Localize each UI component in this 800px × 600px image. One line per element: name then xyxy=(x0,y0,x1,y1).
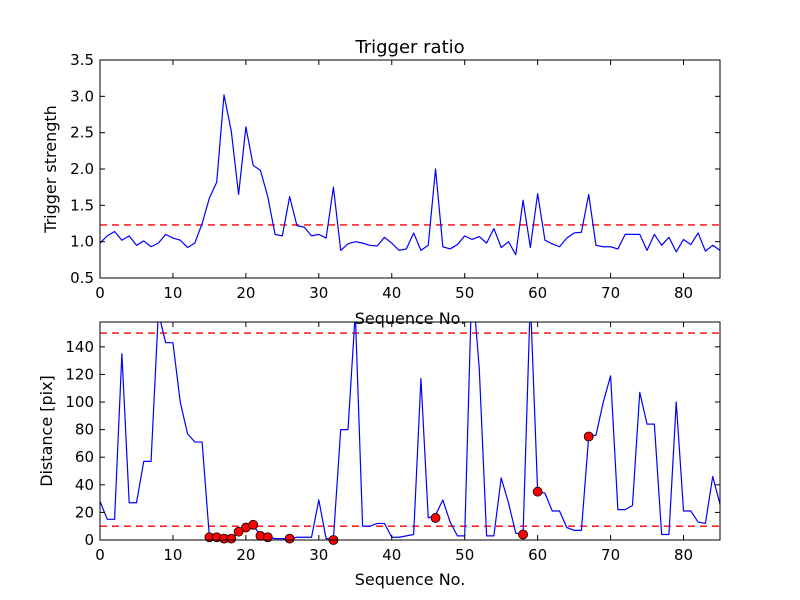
bottom-y-tick-label: 20 xyxy=(75,503,94,521)
bottom-y-tick-label: 120 xyxy=(65,365,94,383)
bottom-y-ticks: 0 20 40 60 80 100 120 140 xyxy=(65,338,720,549)
top-y-tick-label: 2.5 xyxy=(70,124,94,142)
bottom-series-line-0 xyxy=(100,322,720,540)
bottom-x-tick-label: 50 xyxy=(455,546,474,564)
bottom-x-tick-label: 10 xyxy=(163,546,182,564)
bottom-chart: 0 10 20 30 40 50 60 70 80 0 20 40 60 80 100 120 140 Seq… xyxy=(37,321,721,589)
bottom-y-tick-label: 140 xyxy=(65,338,94,356)
top-x-tick-label: 10 xyxy=(163,284,182,302)
top-y-tick-label: 1.5 xyxy=(70,196,94,214)
bottom-y-tick-label: 0 xyxy=(84,531,94,549)
bottom-x-tick-label: 30 xyxy=(309,546,328,564)
bottom-y-tick-label: 60 xyxy=(75,448,94,466)
bottom-marker-point xyxy=(583,431,594,442)
bottom-marker-point xyxy=(262,532,273,543)
bottom-y-tick-label: 100 xyxy=(65,393,94,411)
bottom-marker-point xyxy=(233,526,244,537)
bottom-marker-point xyxy=(284,533,295,544)
bottom-x-tick-label: 0 xyxy=(95,546,105,564)
bottom-marker-point xyxy=(248,519,259,530)
top-x-ticks: 0 10 20 30 40 50 60 70 80 xyxy=(95,60,693,302)
top-chart-title: Trigger ratio xyxy=(354,37,464,58)
bottom-reference-lines xyxy=(100,332,720,527)
bottom-x-tick-label: 60 xyxy=(528,546,547,564)
bottom-y-axis-label: Distance [pix] xyxy=(37,375,56,487)
bottom-y-tick-label: 80 xyxy=(75,421,94,439)
top-x-tick-label: 70 xyxy=(601,284,620,302)
bottom-x-tick-label: 80 xyxy=(674,546,693,564)
top-x-tick-label: 20 xyxy=(236,284,255,302)
top-series-lines xyxy=(100,94,720,256)
top-y-tick-label: 0.5 xyxy=(70,269,94,287)
top-y-tick-label: 2.0 xyxy=(70,160,94,178)
bottom-plot-frame xyxy=(99,321,721,541)
bottom-marker-point xyxy=(518,529,528,540)
top-y-tick-label: 1.0 xyxy=(70,233,94,251)
top-chart: Trigger ratio 0 10 20 30 40 50 60 70 80 0.5 1.0 1.… xyxy=(41,37,721,328)
bottom-marker-point xyxy=(226,533,237,544)
bottom-markers xyxy=(204,431,594,545)
top-x-tick-label: 0 xyxy=(95,284,105,302)
top-x-tick-label: 30 xyxy=(309,284,328,302)
top-x-tick-label: 50 xyxy=(455,284,474,302)
top-x-tick-label: 80 xyxy=(674,284,693,302)
top-series-line-0 xyxy=(100,94,720,256)
top-y-ticks: 0.5 1.0 1.5 2.0 2.5 3.0 3.5 xyxy=(70,51,720,287)
bottom-marker-point xyxy=(430,513,441,523)
bottom-series-lines xyxy=(100,322,720,540)
bottom-y-tick-label: 40 xyxy=(75,476,94,494)
top-y-tick-label: 3.5 xyxy=(70,51,94,69)
bottom-marker-point xyxy=(532,486,543,497)
top-x-axis-label: Sequence No. xyxy=(355,309,466,328)
bottom-x-tick-label: 70 xyxy=(601,546,620,564)
bottom-x-tick-label: 40 xyxy=(382,546,401,564)
top-plot-frame xyxy=(99,59,721,279)
bottom-x-axis-label: Sequence No. xyxy=(355,570,466,589)
top-y-tick-label: 3.0 xyxy=(70,87,94,105)
top-x-tick-label: 60 xyxy=(528,284,547,302)
bottom-x-ticks: 0 10 20 30 40 50 60 70 80 xyxy=(95,322,693,564)
bottom-x-tick-label: 20 xyxy=(236,546,255,564)
top-y-axis-label: Trigger strength xyxy=(41,105,60,234)
top-x-tick-label: 40 xyxy=(382,284,401,302)
